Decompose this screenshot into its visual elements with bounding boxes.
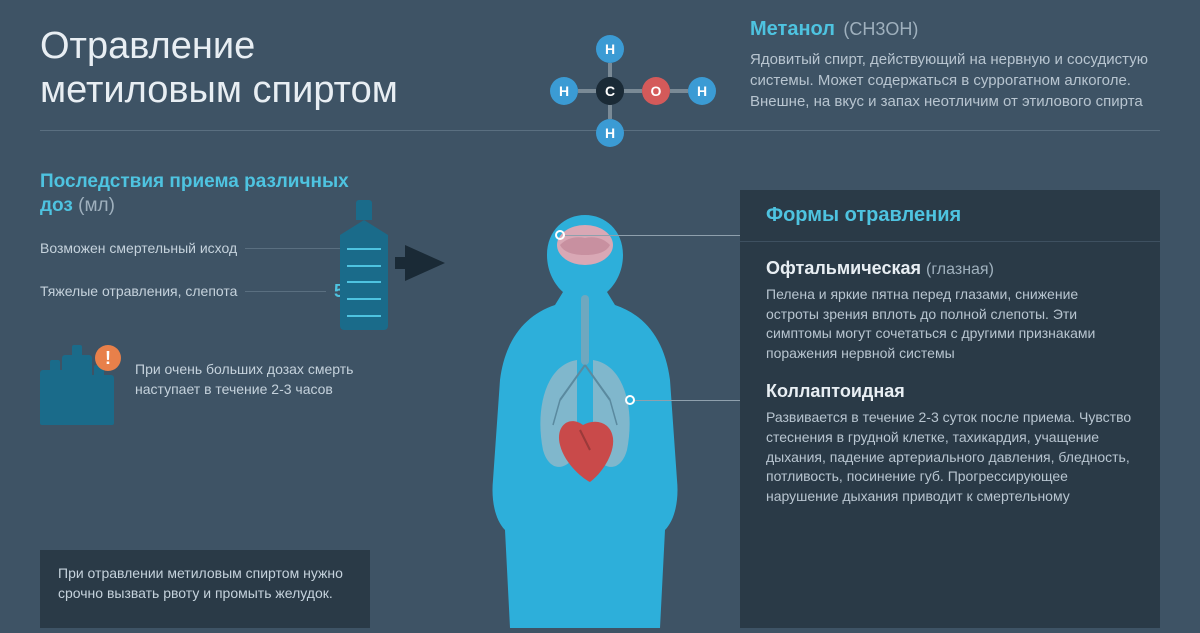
methanol-description: Ядовитый спирт, действующий на нервную и… xyxy=(750,49,1160,112)
dose-label: Возможен смертельный исход xyxy=(40,240,237,256)
human-anatomy-diagram xyxy=(455,200,715,628)
dose-row: Возможен смертельный исход30 xyxy=(40,238,370,259)
form-item-description: Развивается в течение 2-3 суток после пр… xyxy=(766,408,1134,506)
molecule-atom: О xyxy=(642,77,670,105)
warning-text: При очень больших дозах смерть наступает… xyxy=(135,360,365,399)
dose-label: Тяжелые отравления, слепота xyxy=(40,283,237,299)
doses-title: Последствия приема различных доз (мл) xyxy=(40,170,370,218)
callout-line-lungs xyxy=(635,400,740,401)
callout-dot-brain xyxy=(555,230,565,240)
main-title: Отравление метиловым спиртом xyxy=(40,25,398,112)
molecule-atom: Н xyxy=(596,119,624,147)
molecule-bond xyxy=(624,89,642,93)
molecule-bond xyxy=(608,63,612,77)
callout-dot-lungs xyxy=(625,395,635,405)
callout-line-brain xyxy=(565,235,740,236)
doses-unit: (мл) xyxy=(78,195,115,216)
methanol-molecule-diagram: ННСОНН xyxy=(520,35,700,145)
molecule-bond xyxy=(670,89,688,93)
molecule-atom: С xyxy=(596,77,624,105)
molecule-atom: Н xyxy=(688,77,716,105)
molecule-atom: Н xyxy=(596,35,624,63)
title-line-2: метиловым спиртом xyxy=(40,69,398,113)
form-item-title: Коллаптоидная xyxy=(766,381,1134,402)
molecule-atom: Н xyxy=(550,77,578,105)
methanol-title: Метанол xyxy=(750,18,835,40)
doses-section: Последствия приема различных доз (мл) Во… xyxy=(40,170,370,324)
dose-bottle-icon xyxy=(340,200,388,330)
form-item-title: Офтальмическая (глазная) xyxy=(766,258,1134,279)
form-item-description: Пелена и яркие пятна перед глазами, сниж… xyxy=(766,285,1134,363)
molecule-bond xyxy=(578,89,596,93)
methanol-block: Метанол (CH3OH) Ядовитый спирт, действую… xyxy=(750,18,1160,112)
molecule-bond xyxy=(608,105,612,119)
arrow-head-icon xyxy=(405,245,445,281)
forms-header: Формы отравления xyxy=(740,190,1160,242)
title-line-1: Отравление xyxy=(40,25,398,69)
methanol-formula: (CH3OH) xyxy=(843,19,918,39)
dose-row: Тяжелые отравления, слепота5-10 xyxy=(40,281,370,302)
first-aid-note: При отравлении метиловым спиртом нужно с… xyxy=(40,550,370,628)
dose-connector xyxy=(245,248,342,249)
poisoning-forms-panel: Формы отравления Офтальмическая (глазная… xyxy=(740,190,1160,628)
warning-badge-icon: ! xyxy=(95,345,121,371)
dose-connector xyxy=(245,291,326,292)
